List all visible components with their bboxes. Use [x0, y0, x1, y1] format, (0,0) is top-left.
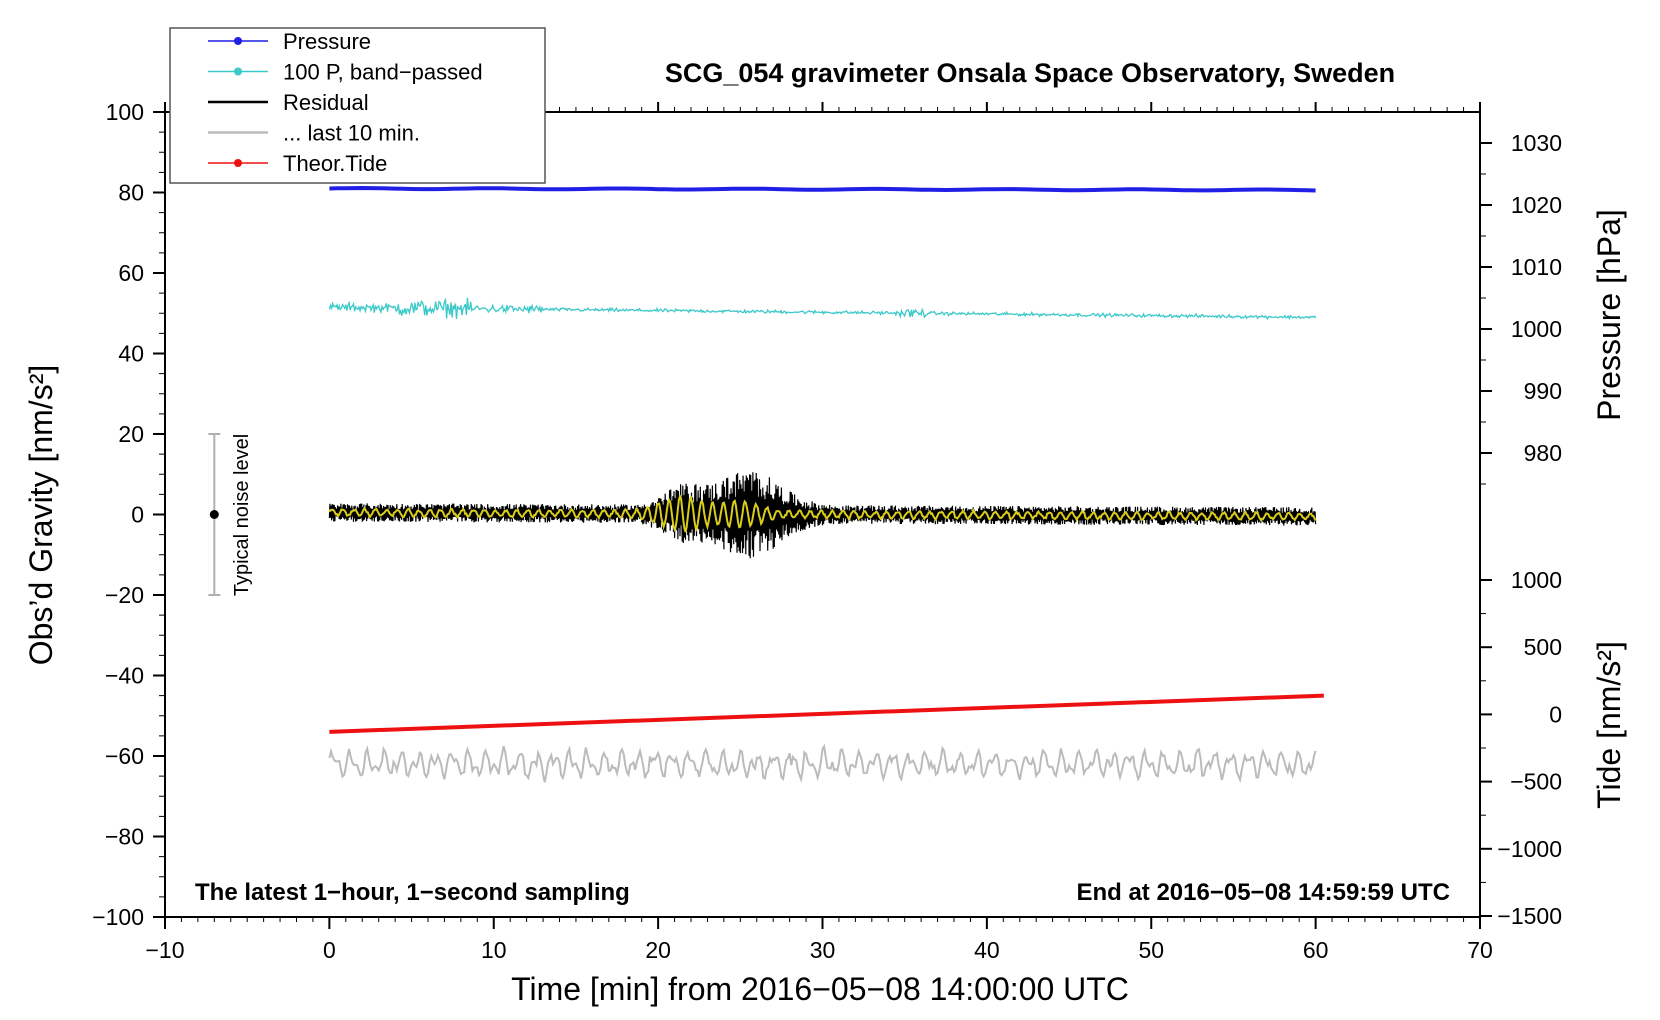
x-tick-label: 50 — [1138, 937, 1164, 963]
x-tick-label: 0 — [323, 937, 336, 963]
y-tick-label: 0 — [131, 502, 144, 528]
series-100p-band-passed — [328, 297, 1317, 321]
y-tick-label: 60 — [118, 260, 144, 286]
tide-tick-label: −1500 — [1497, 903, 1562, 929]
legend: Pressure 100 P, band−passed Residual ... la… — [169, 27, 546, 184]
y-tick-label: 20 — [118, 421, 144, 447]
y-tick-label: 80 — [118, 180, 144, 206]
y-axis-title-pressure: Pressure [hPa] — [1591, 209, 1627, 421]
tide-tick-label: 1000 — [1511, 567, 1562, 593]
series-layer — [328, 185, 1324, 784]
axis-ticks: −10 0 10 20 30 40 50 60 70100806040200−20−40−60−… — [92, 99, 1562, 963]
series-last-10-min — [328, 743, 1317, 784]
pressure-tick-label: 1030 — [1511, 130, 1562, 156]
y-tick-label: 40 — [118, 341, 144, 367]
tide-tick-label: 0 — [1549, 701, 1562, 727]
pressure-tick-label: 990 — [1524, 378, 1562, 404]
x-tick-label: 60 — [1303, 937, 1329, 963]
axis-labels: SCG_054 gravimeter Onsala Space Observat… — [23, 58, 1627, 1007]
y-tick-label: −20 — [105, 582, 144, 608]
series-theor-tide — [329, 693, 1324, 734]
pressure-tick-label: 980 — [1524, 440, 1562, 466]
x-tick-label: 40 — [974, 937, 1000, 963]
legend-box — [169, 27, 546, 184]
y-axis-title-left: Obs’d Gravity [nm/s²] — [23, 365, 59, 666]
y-tick-label: −100 — [92, 904, 144, 930]
footer-right: End at 2016−05−08 14:59:59 UTC — [1076, 879, 1450, 906]
series-filtered-residual — [328, 493, 1317, 533]
legend-marker — [234, 159, 242, 167]
pressure-tick-label: 1010 — [1511, 254, 1562, 280]
x-tick-label: 20 — [645, 937, 671, 963]
legend-label: ... last 10 min. — [283, 121, 420, 146]
noise-bar-label: Typical noise level — [231, 434, 253, 596]
x-axis-title: Time [min] from 2016−05−08 14:00:00 UTC — [511, 971, 1129, 1007]
legend-label: Theor.Tide — [283, 151, 387, 176]
y-tick-label: −80 — [105, 824, 144, 850]
series-residual — [328, 472, 1317, 559]
x-tick-label: 70 — [1467, 937, 1493, 963]
legend-label: 100 P, band−passed — [283, 60, 483, 85]
noise-bar: Typical noise level — [208, 433, 253, 596]
legend-marker — [234, 37, 242, 45]
y-tick-label: −40 — [105, 663, 144, 689]
legend-label: Residual — [283, 90, 369, 115]
legend-label: Pressure — [283, 29, 371, 54]
tide-tick-label: −1000 — [1497, 836, 1562, 862]
y-tick-label: 100 — [106, 99, 144, 125]
x-tick-label: 30 — [810, 937, 836, 963]
tide-tick-label: −500 — [1510, 769, 1562, 795]
pressure-tick-label: 1000 — [1511, 316, 1562, 342]
noise-bar-dot — [209, 510, 219, 519]
tide-tick-label: 500 — [1524, 634, 1562, 660]
pressure-tick-label: 1020 — [1511, 192, 1562, 218]
x-tick-label: −10 — [145, 937, 184, 963]
legend-marker — [234, 67, 242, 76]
y-tick-label: −60 — [105, 743, 144, 769]
chart-title: SCG_054 gravimeter Onsala Space Observat… — [665, 58, 1395, 88]
footer-left: The latest 1−hour, 1−second sampling — [195, 879, 630, 906]
x-tick-label: 10 — [481, 937, 507, 963]
y-axis-title-tide: Tide [nm/s²] — [1591, 641, 1627, 809]
series-pressure — [329, 185, 1316, 193]
